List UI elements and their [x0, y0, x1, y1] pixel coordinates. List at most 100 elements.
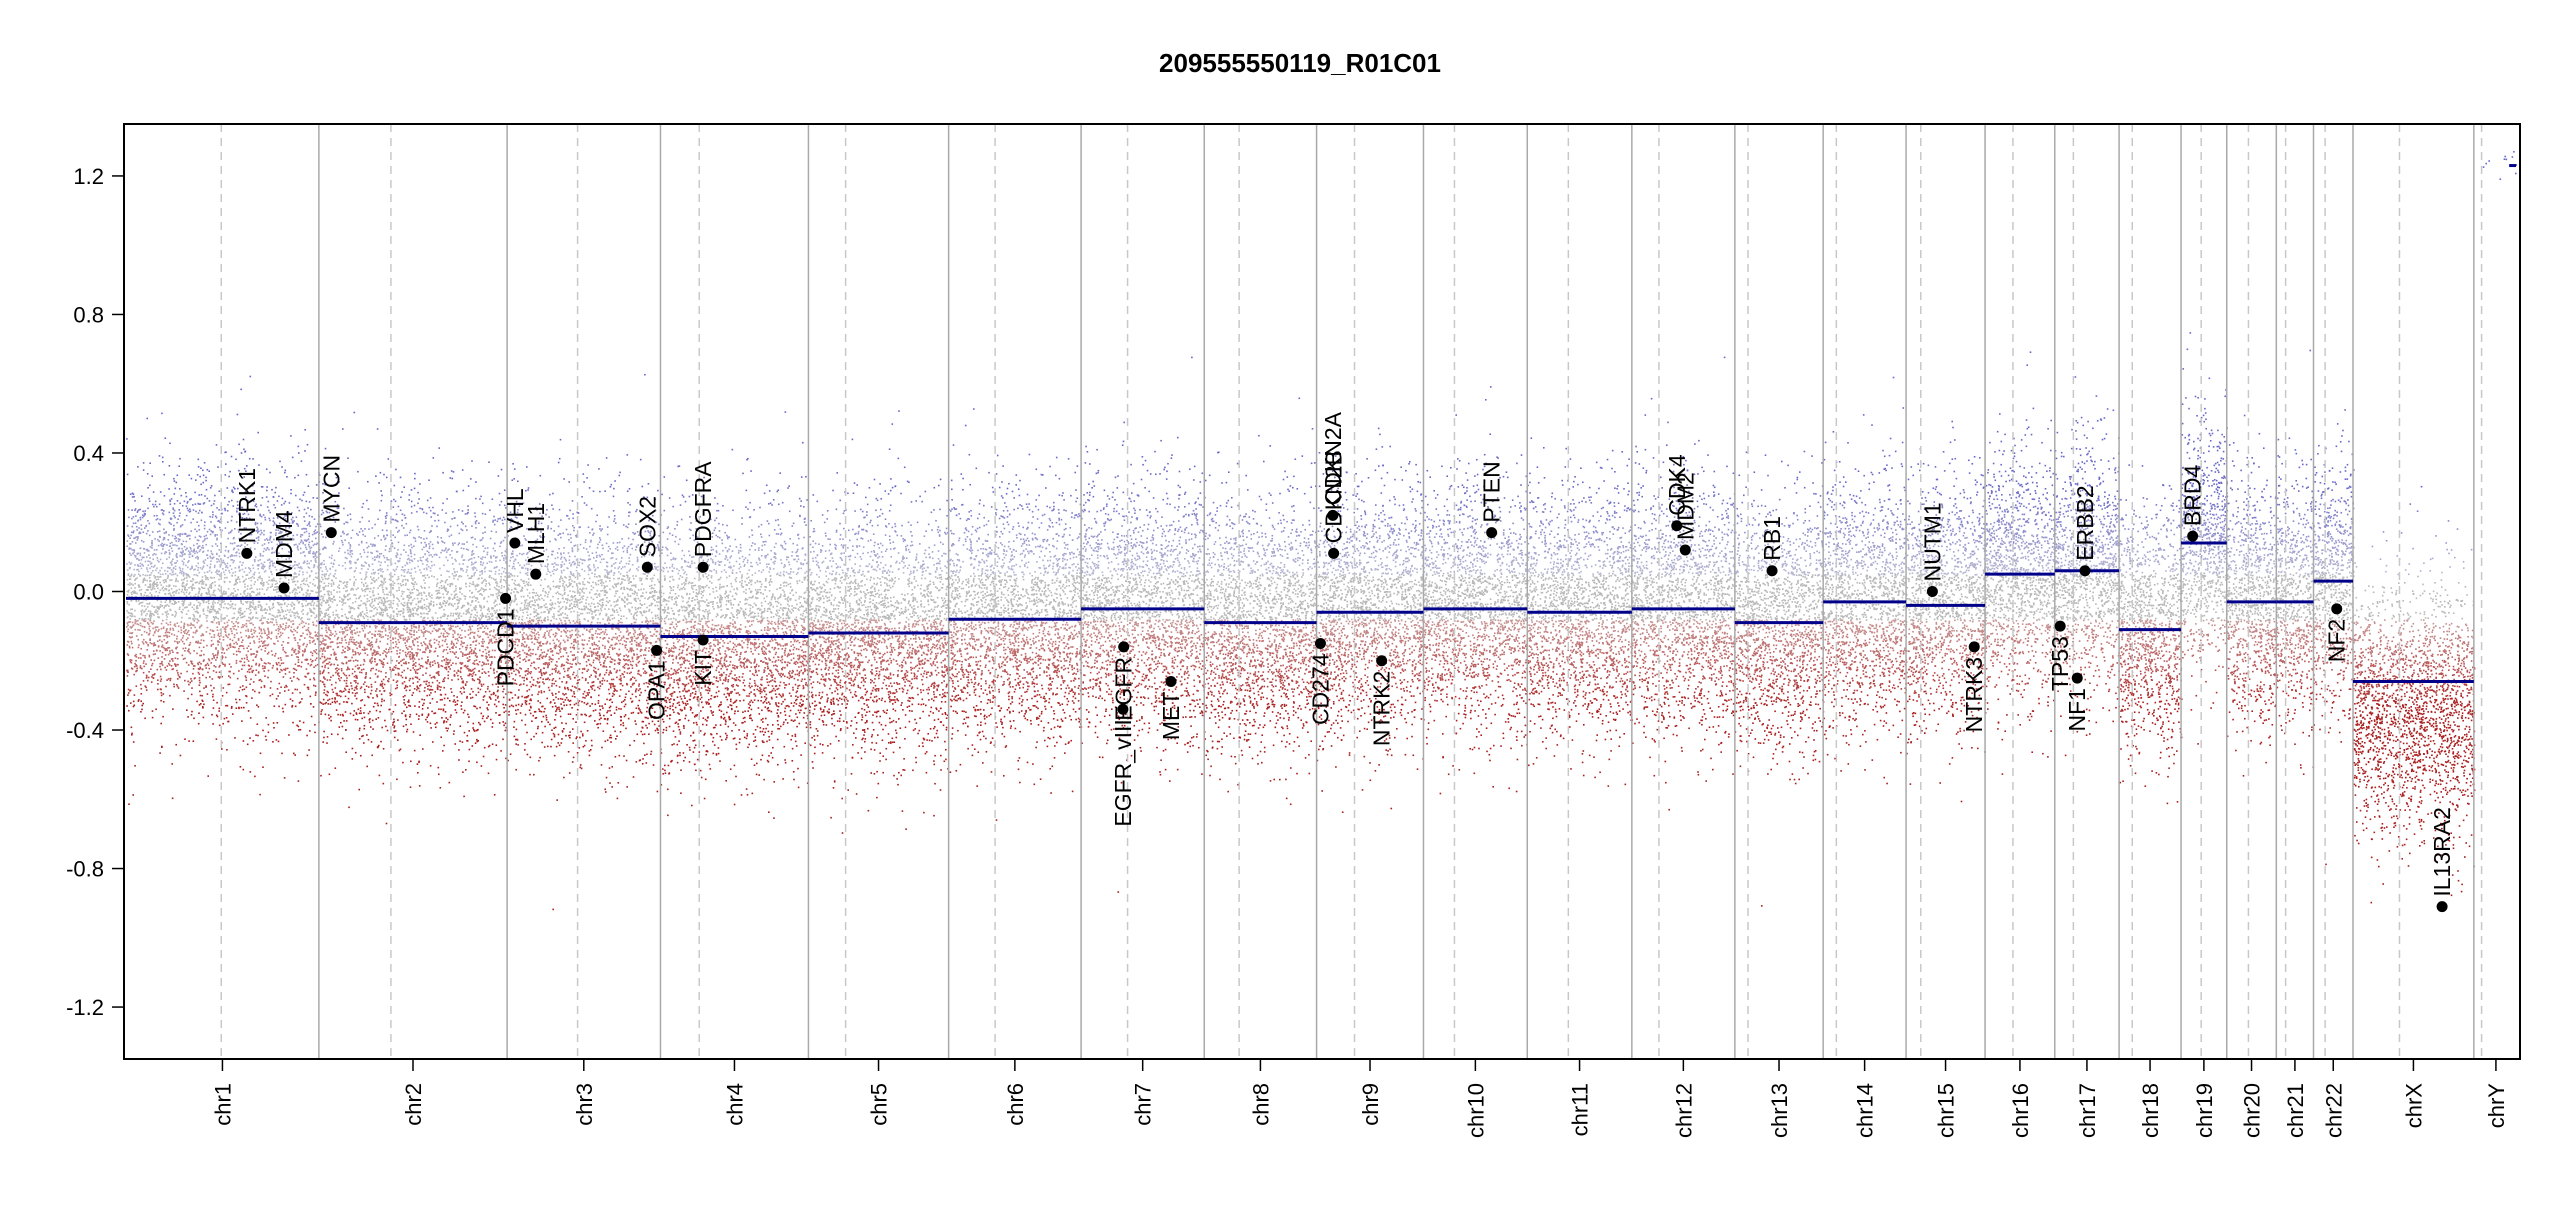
probe-point: [212, 653, 214, 655]
probe-point: [197, 547, 199, 549]
probe-point: [144, 510, 146, 512]
probe-point: [244, 546, 246, 548]
probe-point: [196, 622, 198, 624]
probe-point: [171, 603, 173, 605]
probe-point: [135, 629, 137, 631]
probe-point: [408, 545, 410, 547]
probe-point: [131, 600, 133, 602]
probe-point: [227, 504, 229, 506]
probe-point: [236, 632, 238, 634]
probe-point: [179, 607, 181, 609]
probe-point: [132, 632, 134, 634]
probe-point: [165, 686, 167, 688]
probe-point: [229, 604, 231, 606]
probe-point: [171, 669, 173, 671]
probe-point: [382, 664, 384, 666]
probe-point: [199, 572, 201, 574]
probe-point: [209, 660, 211, 662]
probe-point: [428, 552, 430, 554]
probe-point: [191, 687, 193, 689]
probe-point: [228, 634, 230, 636]
probe-point: [451, 679, 453, 681]
probe-point: [260, 582, 262, 584]
probe-point: [170, 680, 172, 682]
probe-point: [302, 650, 304, 652]
probe-point: [476, 615, 478, 617]
probe-point: [174, 510, 176, 512]
probe-point: [371, 661, 373, 663]
probe-point: [487, 709, 489, 711]
probe-point: [428, 543, 430, 545]
probe-point: [245, 567, 247, 569]
probe-point: [166, 622, 168, 624]
probe-point: [245, 695, 247, 697]
probe-point: [181, 632, 183, 634]
probe-point: [135, 592, 137, 594]
probe-point: [295, 649, 297, 651]
probe-point: [238, 638, 240, 640]
probe-point: [351, 688, 353, 690]
probe-point: [284, 687, 286, 689]
probe-point: [141, 589, 143, 591]
probe-point: [258, 692, 260, 694]
probe-point: [371, 755, 373, 757]
probe-point: [455, 656, 457, 658]
probe-point: [226, 749, 228, 751]
probe-point: [217, 573, 219, 575]
probe-point: [246, 620, 248, 622]
probe-point: [352, 649, 354, 651]
probe-point: [191, 589, 193, 591]
probe-point: [266, 538, 268, 540]
probe-point: [308, 688, 310, 690]
probe-point: [170, 543, 172, 545]
probe-point: [239, 553, 241, 555]
probe-point: [276, 622, 278, 624]
probe-point: [200, 603, 202, 605]
probe-point: [236, 660, 238, 662]
probe-point: [418, 659, 420, 661]
probe-point: [441, 633, 443, 635]
probe-point: [427, 707, 429, 709]
probe-point: [414, 505, 416, 507]
probe-point: [473, 617, 475, 619]
probe-point: [205, 480, 207, 482]
probe-point: [297, 581, 299, 583]
probe-point: [176, 522, 178, 524]
probe-point: [129, 632, 131, 634]
probe-point: [474, 680, 476, 682]
probe-point: [217, 545, 219, 547]
probe-point: [222, 663, 224, 665]
probe-point: [279, 671, 281, 673]
probe-point: [277, 688, 279, 690]
probe-point: [222, 626, 224, 628]
probe-point: [334, 698, 336, 700]
probe-point: [416, 583, 418, 585]
probe-point: [315, 585, 317, 587]
probe-point: [154, 653, 156, 655]
probe-point: [363, 683, 365, 685]
probe-point: [267, 560, 269, 562]
probe-point: [463, 712, 465, 714]
probe-point: [446, 602, 448, 604]
probe-point: [458, 615, 460, 617]
probe-point: [330, 573, 332, 575]
probe-point: [337, 734, 339, 736]
probe-point: [473, 596, 475, 598]
probe-point: [460, 688, 462, 690]
probe-point: [364, 653, 366, 655]
probe-point: [194, 678, 196, 680]
probe-point: [195, 479, 197, 481]
probe-point: [257, 432, 259, 434]
probe-point: [343, 588, 345, 590]
probe-point: [380, 490, 382, 492]
probe-point: [315, 554, 317, 556]
probe-point: [235, 575, 237, 577]
probe-point: [229, 581, 231, 583]
probe-point: [186, 589, 188, 591]
probe-point: [230, 628, 232, 630]
probe-point: [257, 579, 259, 581]
probe-point: [166, 616, 168, 618]
probe-point: [271, 608, 273, 610]
probe-point: [259, 638, 261, 640]
probe-point: [262, 555, 264, 557]
